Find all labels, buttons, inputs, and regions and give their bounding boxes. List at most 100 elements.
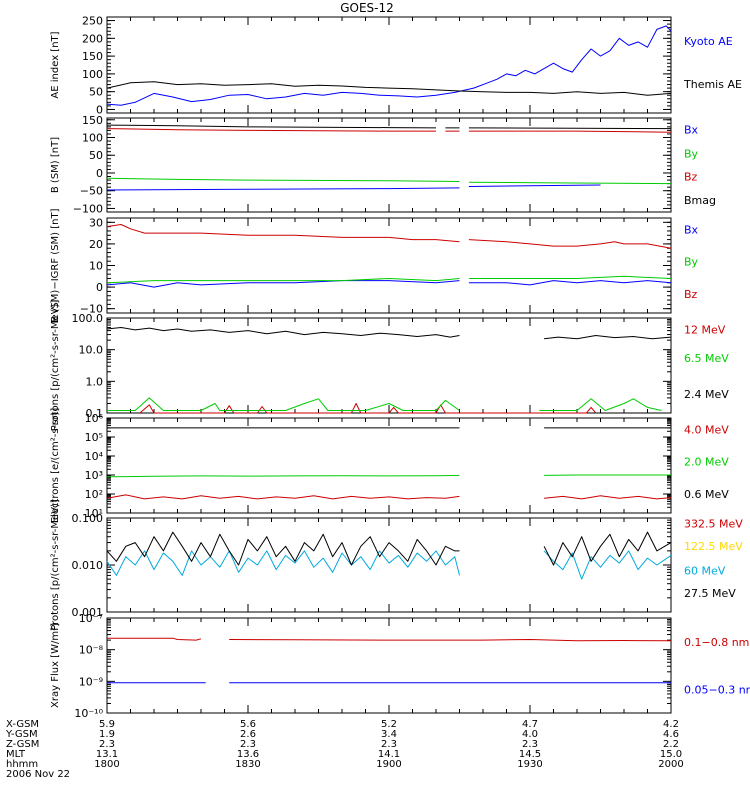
y-tick-label: 10.0 — [79, 344, 104, 357]
y-tick-label: 50 — [89, 149, 103, 162]
y-tick-label: 10⁻¹⁰ — [74, 707, 103, 720]
ephemeris-value: 1.9 — [99, 729, 115, 740]
y-tick-label: 10¹ — [85, 507, 103, 520]
ephemeris-value: 5.9 — [99, 719, 115, 730]
y-tick-label: 10 — [89, 260, 103, 273]
ephemeris-value: 2.3 — [99, 739, 115, 750]
y-axis-label: Protons [p/(cm²-s-sr-MeV)] — [50, 300, 61, 432]
panel-frame — [106, 16, 672, 114]
y-tick-label: −100 — [73, 202, 103, 215]
series-line-2 — [107, 397, 662, 411]
series-line-1 — [106, 25, 672, 106]
panel-frame — [106, 417, 672, 514]
y-tick-label: 50 — [89, 86, 103, 99]
ephemeris-value: 4.7 — [522, 719, 538, 730]
ephemeris-value: 13.6 — [237, 749, 259, 760]
y-tick-label: 100 — [82, 68, 103, 81]
y-axis-label: Electrons [e/(cm²-s-sr)] — [50, 408, 61, 524]
y-tick-label: 0.100 — [72, 512, 104, 525]
ephemeris-value: 2.3 — [522, 739, 538, 750]
series-line-3 — [106, 128, 672, 133]
series-line-3 — [106, 327, 672, 340]
y-axis-label: B (SM) [nT] — [50, 137, 61, 193]
y-tick-label: 20 — [89, 238, 103, 251]
ephemeris-value: 14.5 — [519, 749, 541, 760]
ephemeris-row-label: Y-GSM — [5, 729, 38, 740]
ephemeris-value: 13.1 — [96, 749, 118, 760]
legend-label: 4.0 MeV — [684, 423, 729, 436]
legend-label: Bx — [684, 123, 699, 136]
legend-label: 6.5 MeV — [684, 352, 729, 365]
legend-label: 0.1−0.8 nm — [684, 636, 749, 649]
y-tick-label: 0 — [96, 167, 103, 180]
y-tick-label: 10³ — [85, 469, 103, 482]
y-tick-label: 200 — [82, 32, 103, 45]
y-tick-label: 10⁵ — [85, 431, 103, 444]
ephemeris-value: 1830 — [235, 759, 260, 770]
ephemeris-row-label: Z-GSM — [6, 739, 39, 750]
series-line-3 — [106, 550, 672, 580]
ephemeris-value: 4.6 — [663, 729, 679, 740]
y-tick-label: 0.001 — [72, 606, 104, 619]
panel-frame — [106, 217, 672, 314]
panel-frame — [106, 517, 672, 613]
legend-label: 332.5 MeV — [684, 518, 743, 531]
series-line-2 — [106, 177, 672, 185]
y-tick-label: 0 — [96, 103, 103, 116]
y-tick-label: 150 — [82, 50, 103, 63]
series-line-1 — [107, 637, 672, 642]
panel-frame — [106, 617, 672, 714]
series-line-2 — [106, 275, 672, 284]
legend-label: 0.6 MeV — [684, 488, 729, 501]
y-tick-label: 1.0 — [86, 375, 104, 388]
y-tick-label: 150 — [82, 114, 103, 127]
ephemeris-value: 2.2 — [663, 739, 679, 750]
legend-label: By — [684, 148, 699, 161]
y-tick-label: 10⁶ — [85, 412, 104, 425]
y-tick-label: 10⁴ — [85, 450, 104, 463]
panel-4: 0.1 1.0 10.0 100.0 Protons [p/(cm²-s-sr-MeV)… — [50, 300, 729, 432]
y-axis-label: Xray Flux [W/m²] — [50, 623, 61, 708]
y-tick-label: 0.010 — [72, 559, 104, 572]
ephemeris-row-label: X-GSM — [6, 719, 39, 730]
y-tick-label: −10 — [80, 303, 103, 316]
legend-label: Bx — [684, 223, 699, 236]
legend-label: 2.0 MeV — [684, 456, 729, 469]
ephemeris-row-label: MLT — [6, 749, 26, 760]
ephemeris-value: 1930 — [517, 759, 542, 770]
ephemeris-value: 15.0 — [660, 749, 682, 760]
ephemeris-value: 1900 — [376, 759, 401, 770]
legend-label: 122.5 MeV — [684, 540, 743, 553]
ephemeris-value: 2000 — [658, 759, 683, 770]
y-axis-label: AE index [nT] — [50, 31, 61, 98]
ephemeris-value: 3.4 — [381, 729, 397, 740]
y-tick-label: 10⁻⁹ — [79, 675, 103, 688]
ephemeris-value: 2.6 — [240, 729, 256, 740]
legend-label: 60 MeV — [684, 565, 726, 578]
y-tick-label: 0 — [96, 281, 103, 294]
series-line-2 — [106, 81, 672, 96]
y-tick-label: 0.1 — [86, 407, 104, 420]
series-line-2 — [106, 474, 671, 478]
series-line-1 — [106, 184, 601, 191]
legend-label: 0.05−0.3 nm — [684, 683, 750, 696]
legend-label: 2.4 MeV — [684, 388, 729, 401]
y-tick-label: 100 — [82, 132, 103, 145]
panel-5: 10¹ 10² 10³ 10⁴ 10⁵ 10⁶ Electrons [e/(cm²-s-sr… — [50, 408, 729, 524]
ephemeris-table: X-GSMY-GSMZ-GSMMLThhmm5.91.92.313.118005… — [5, 719, 684, 780]
series-line-4 — [106, 124, 672, 130]
legend-label: Themis AE — [683, 78, 742, 91]
ephemeris-row-label: hhmm — [6, 759, 38, 770]
series-line-3 — [106, 224, 672, 249]
panel-frame — [106, 117, 672, 213]
ephemeris-value: 4.2 — [663, 719, 679, 730]
series-line-1 — [106, 280, 672, 288]
y-tick-label: −50 — [80, 185, 103, 198]
panel-2: −100 −50 0 50 100 150 B (SM) [nT] Bx By Bz Bmag — [50, 114, 716, 216]
y-tick-label: 10² — [85, 488, 103, 501]
ephemeris-value: 4.0 — [522, 729, 538, 740]
y-tick-label: 10⁻⁸ — [79, 644, 104, 657]
y-axis-label: Protons [p/(cm²-s-sr-MeV)] — [50, 499, 61, 631]
